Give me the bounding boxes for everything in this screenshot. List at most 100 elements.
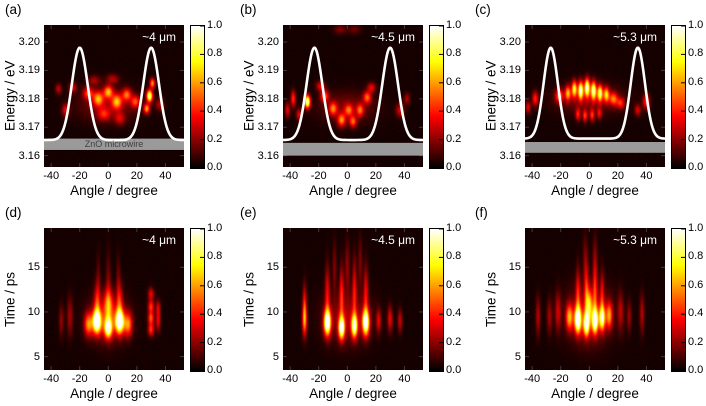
heatmap-canvas bbox=[525, 228, 665, 370]
x-tick-label: -40 bbox=[282, 170, 299, 182]
colorbar bbox=[429, 25, 444, 169]
x-tick-label: 20 bbox=[369, 373, 382, 385]
colorbar-tick-label: 0.4 bbox=[688, 104, 704, 117]
x-tick-label: 40 bbox=[398, 170, 411, 182]
wire-length-annotation: ~4 μm bbox=[142, 30, 176, 44]
x-tick-label: 40 bbox=[640, 170, 653, 182]
heatmap-canvas bbox=[525, 25, 665, 167]
x-tick-label: 0 bbox=[586, 170, 593, 182]
colorbar-tick-label: 1.0 bbox=[688, 19, 704, 31]
y-tick-label: 5 bbox=[514, 350, 521, 363]
colorbar-tick-label: 0.6 bbox=[688, 278, 704, 291]
x-axis-title: Angle / degree bbox=[551, 183, 639, 198]
x-axis-title: Angle / degree bbox=[70, 386, 158, 401]
x-tick-label: -20 bbox=[310, 170, 327, 182]
colorbar-tick-label: 0.4 bbox=[446, 104, 462, 117]
x-tick-label: 40 bbox=[398, 373, 411, 385]
y-tick-label: 3.16 bbox=[499, 149, 521, 162]
colorbar-tick-label: 0.6 bbox=[207, 75, 223, 88]
colorbar-tick-label: 0.0 bbox=[688, 364, 704, 376]
x-tick-label: 0 bbox=[344, 170, 351, 182]
y-tick-label: 3.18 bbox=[18, 92, 40, 105]
panel-a: (a) Energy / eV ~4 μm ZnO microwire Angl… bbox=[0, 0, 235, 203]
panel-f: (f) Time / ps ~5.3 μm Angle / degree 15 1… bbox=[470, 203, 705, 406]
colorbar bbox=[190, 228, 205, 372]
x-tick-label: 20 bbox=[130, 170, 143, 182]
y-tick-label: 3.17 bbox=[257, 121, 279, 134]
heatmap-canvas bbox=[44, 228, 184, 370]
x-tick-label: 40 bbox=[159, 170, 172, 182]
panel-letter: (a) bbox=[5, 2, 22, 17]
y-tick-label: 10 bbox=[27, 305, 40, 318]
x-tick-label: 0 bbox=[344, 373, 351, 385]
y-tick-label: 3.16 bbox=[257, 149, 279, 162]
heatmap-canvas bbox=[44, 25, 184, 167]
x-tick-label: -40 bbox=[524, 373, 541, 385]
x-tick-label: -40 bbox=[43, 170, 60, 182]
colorbar-tick-label: 0.0 bbox=[688, 161, 704, 173]
x-axis-title: Angle / degree bbox=[70, 183, 158, 198]
y-axis-title: Time / ps bbox=[241, 271, 257, 327]
x-tick-label: 0 bbox=[105, 170, 112, 182]
panel-letter: (d) bbox=[5, 205, 22, 220]
y-tick-label: 3.19 bbox=[257, 64, 279, 77]
colorbar bbox=[671, 25, 686, 169]
colorbar-tick-label: 0.4 bbox=[446, 307, 462, 320]
y-tick-label: 3.20 bbox=[257, 36, 279, 49]
x-tick-label: 0 bbox=[105, 373, 112, 385]
colorbar-tick-label: 0.2 bbox=[446, 132, 462, 145]
colorbar-tick-label: 0.4 bbox=[207, 307, 223, 320]
wire-length-annotation: ~4 μm bbox=[142, 233, 176, 247]
y-tick-label: 3.17 bbox=[499, 121, 521, 134]
heatmap-canvas bbox=[283, 25, 423, 167]
wire-length-annotation: ~5.3 μm bbox=[613, 233, 657, 247]
colorbar bbox=[190, 25, 205, 169]
x-tick-label: -40 bbox=[524, 170, 541, 182]
colorbar bbox=[671, 228, 686, 372]
x-tick-label: 20 bbox=[369, 170, 382, 182]
colorbar-tick-label: 0.2 bbox=[446, 335, 462, 348]
wire-length-annotation: ~5.3 μm bbox=[613, 30, 657, 44]
y-tick-label: 3.20 bbox=[18, 36, 40, 49]
colorbar-tick-label: 0.8 bbox=[207, 47, 223, 60]
x-tick-label: 0 bbox=[586, 373, 593, 385]
x-axis-title: Angle / degree bbox=[309, 183, 397, 198]
x-tick-label: -20 bbox=[71, 170, 88, 182]
colorbar-tick-label: 0.6 bbox=[446, 75, 462, 88]
x-tick-label: 40 bbox=[159, 373, 172, 385]
y-tick-label: 3.17 bbox=[18, 121, 40, 134]
y-tick-label: 10 bbox=[266, 305, 279, 318]
y-tick-label: 3.18 bbox=[499, 92, 521, 105]
y-tick-label: 3.16 bbox=[18, 149, 40, 162]
y-tick-label: 3.19 bbox=[18, 64, 40, 77]
colorbar-tick-label: 0.2 bbox=[688, 335, 704, 348]
colorbar-tick-label: 1.0 bbox=[207, 222, 223, 234]
y-tick-label: 15 bbox=[27, 261, 40, 274]
x-tick-label: 20 bbox=[611, 373, 624, 385]
y-axis-title: Time / ps bbox=[483, 271, 499, 327]
x-tick-label: -20 bbox=[310, 373, 327, 385]
x-tick-label: -20 bbox=[71, 373, 88, 385]
x-tick-label: 20 bbox=[611, 170, 624, 182]
colorbar-tick-label: 1.0 bbox=[207, 19, 223, 31]
colorbar-tick-label: 0.0 bbox=[207, 364, 223, 376]
x-tick-label: -40 bbox=[43, 373, 60, 385]
panel-b: (b) Energy / eV ~4.5 μm Angle / degree 3… bbox=[235, 0, 470, 203]
colorbar-tick-label: 0.6 bbox=[688, 75, 704, 88]
colorbar-tick-label: 0.8 bbox=[446, 47, 462, 60]
colorbar-tick-label: 0.2 bbox=[688, 132, 704, 145]
x-axis-title: Angle / degree bbox=[309, 386, 397, 401]
x-tick-label: 40 bbox=[640, 373, 653, 385]
x-tick-label: -20 bbox=[552, 170, 569, 182]
x-tick-label: -40 bbox=[282, 373, 299, 385]
y-tick-label: 3.19 bbox=[499, 64, 521, 77]
x-axis-title: Angle / degree bbox=[551, 386, 639, 401]
y-tick-label: 15 bbox=[508, 261, 521, 274]
colorbar bbox=[429, 228, 444, 372]
panel-e: (e) Time / ps ~4.5 μm Angle / degree 15 1… bbox=[235, 203, 470, 406]
y-tick-label: 3.18 bbox=[257, 92, 279, 105]
y-tick-label: 5 bbox=[33, 350, 40, 363]
y-tick-label: 10 bbox=[508, 305, 521, 318]
colorbar-tick-label: 0.4 bbox=[688, 307, 704, 320]
